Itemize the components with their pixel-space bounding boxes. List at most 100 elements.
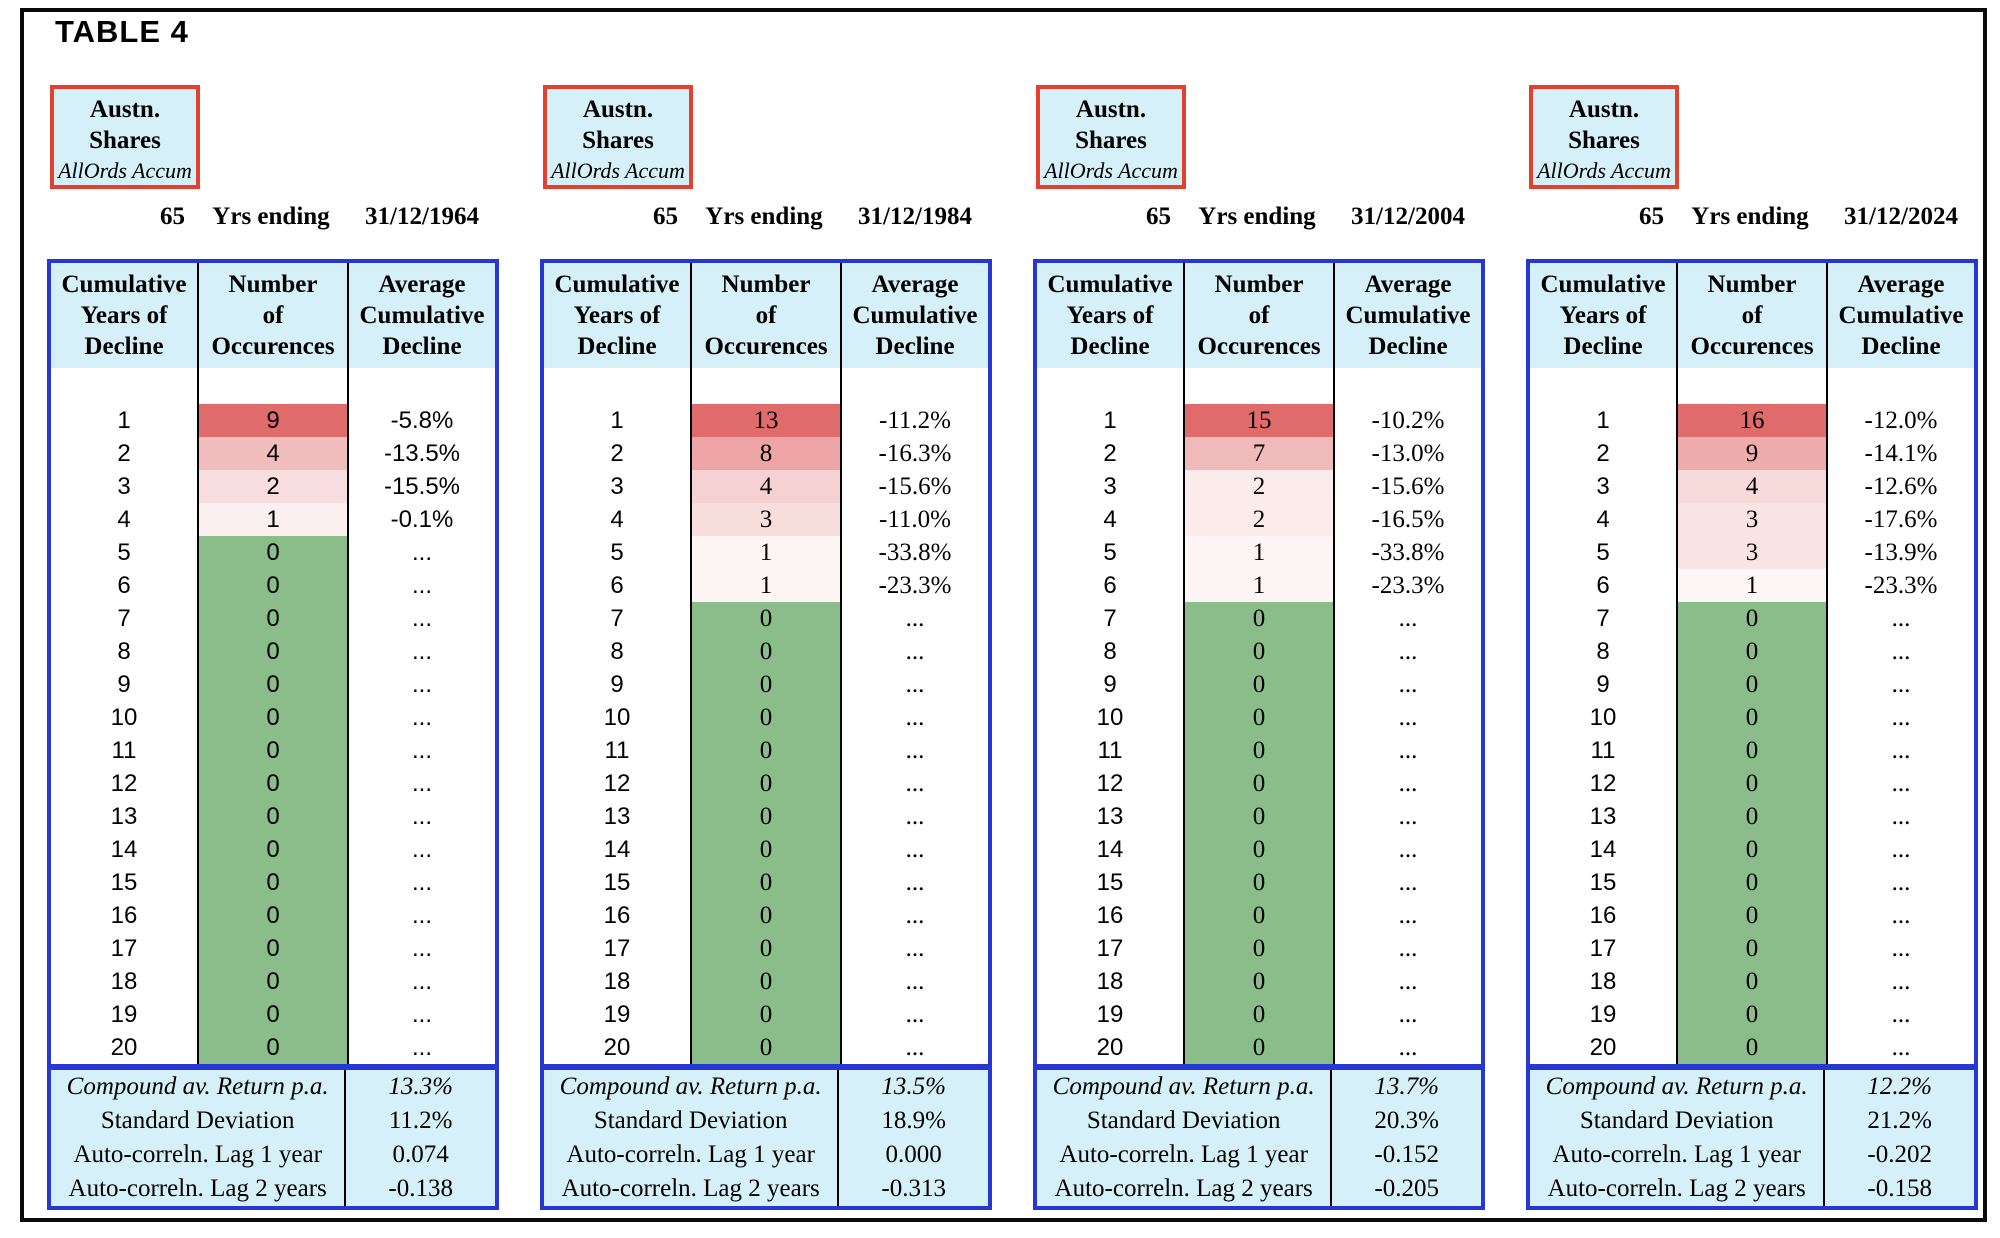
asset-box: Austn. Shares AllOrds Accum [50,85,200,189]
occurrences-cell: 2 [1185,470,1335,503]
period-label: Yrs ending [705,203,823,230]
table-row: 8 0... [51,635,495,668]
occurrences-cell: 0 [1678,899,1828,932]
column-header-line: Number [1214,271,1304,298]
column-header-line: Cumulative [1047,271,1173,298]
years-of-decline-cell: 8 [1037,635,1185,668]
average-decline-cell: -15.6% [878,473,952,500]
average-decline-cell: -13.0% [1371,440,1445,467]
years-of-decline-cell: 18 [1037,965,1185,998]
panels: Austn. Shares AllOrds Accum 65 Yrs endin… [47,85,1978,1210]
column-header-line: Occurences [704,333,828,360]
years-of-decline-cell: 9 [51,668,199,701]
period-label: Yrs ending [1691,203,1809,230]
years-of-decline-cell: 11 [1037,734,1185,767]
occurrences-cell: 8 [692,437,842,470]
occurrences-cell: 1 [1678,569,1828,602]
occurrences-cell: 0 [199,800,349,833]
average-decline-cell: ... [1891,869,1911,896]
decline-table: Cumulative Years of Decline Number of Occuren… [1033,259,1485,1068]
years-of-decline-cell: 1 [544,404,692,437]
average-decline-cell: ... [905,605,925,632]
occurrences-cell: 0 [1678,833,1828,866]
occurrences-cell: 0 [692,800,842,833]
column-header-line: Decline [382,333,462,360]
table-row: 14 0... [1037,833,1481,866]
column-header-line: Decline [1368,333,1448,360]
average-decline-cell: ... [905,1034,925,1061]
average-decline-cell: -12.6% [1864,473,1938,500]
decline-table: Cumulative Years of Decline Number of Occuren… [47,259,499,1068]
column-header-line: Decline [1070,333,1150,360]
summary-value: 20.3% [1374,1107,1439,1134]
column-header-line: Cumulative [554,271,680,298]
years-of-decline-cell: 3 [51,470,199,503]
table-row: 10 0... [1530,701,1974,734]
table-row: 18 0... [1037,965,1481,998]
summary-label: Auto-correln. Lag 2 years [1037,1172,1333,1206]
occurrences-cell: 0 [199,569,349,602]
period-end-date: 31/12/1984 [858,203,972,230]
years-of-decline-cell: 17 [1530,932,1678,965]
average-decline-cell: ... [411,539,432,566]
years-of-decline-cell: 13 [51,800,199,833]
average-decline-cell: ... [411,671,432,698]
occurrences-cell: 2 [1185,503,1335,536]
period-years: 65 [1639,203,1664,230]
column-header-line: Years of [573,302,661,329]
table-row: 5 0... [51,536,495,569]
summary-label: Compound av. Return p.a. [1037,1070,1333,1104]
column-header: Cumulative Years of Decline [544,263,692,368]
summary-label: Auto-correln. Lag 1 year [1037,1138,1333,1172]
years-of-decline-cell: 18 [1530,965,1678,998]
occurrences-cell: 0 [199,536,349,569]
table-row: 16 0... [544,899,988,932]
table-row: 13 0... [51,800,495,833]
years-of-decline-cell: 18 [51,965,199,998]
table-row: 3 4 -15.6% [544,470,988,503]
years-of-decline-cell: 9 [544,668,692,701]
average-decline-cell: ... [411,1034,432,1061]
average-decline-cell: ... [905,803,925,830]
summary-row: Auto-correln. Lag 2 years -0.158 [1530,1172,1974,1206]
period-years: 65 [653,203,678,230]
table-row: 9 0... [51,668,495,701]
table-row: 9 0... [1037,668,1481,701]
column-header-line: Decline [875,333,955,360]
average-decline-cell: ... [411,737,432,764]
table-header-row: Cumulative Years of Decline Number of Occuren… [1530,263,1974,368]
years-of-decline-cell: 15 [51,866,199,899]
summary-value: -0.313 [881,1175,946,1202]
table-row: 4 2 -16.5% [1037,503,1481,536]
table-row: 4 3 -17.6% [1530,503,1974,536]
years-of-decline-cell: 8 [51,635,199,668]
table-body: 1 9 -5.8% 2 4 -13.5% 3 2 -15.5% 4 1 -0.1% 5 0... 6 0...… [51,368,495,1064]
years-of-decline-cell: 6 [1037,569,1185,602]
occurrences-cell: 0 [1185,668,1335,701]
years-of-decline-cell: 17 [1037,932,1185,965]
average-decline-cell: ... [1891,1001,1911,1028]
occurrences-cell: 3 [1678,503,1828,536]
years-of-decline-cell: 6 [1530,569,1678,602]
years-of-decline-cell: 4 [544,503,692,536]
years-of-decline-cell: 2 [1530,437,1678,470]
column-header-line: Decline [84,333,164,360]
average-decline-cell: ... [905,638,925,665]
summary-table: Compound av. Return p.a. 13.5% Standard De… [540,1068,992,1210]
table-row: 7 0... [1530,602,1974,635]
occurrences-cell: 0 [199,734,349,767]
table-row: 20 0... [544,1031,988,1064]
period-panel: Austn. Shares AllOrds Accum 65 Yrs endin… [47,85,499,1210]
occurrences-cell: 7 [1185,437,1335,470]
period-end-date: 31/12/1964 [365,203,479,230]
average-decline-cell: -11.2% [879,407,951,434]
years-of-decline-cell: 6 [544,569,692,602]
years-of-decline-cell: 10 [51,701,199,734]
table-row: 2 7 -13.0% [1037,437,1481,470]
years-of-decline-cell: 12 [1037,767,1185,800]
occurrences-cell: 0 [692,668,842,701]
years-of-decline-cell: 8 [544,635,692,668]
table-row: 4 3 -11.0% [544,503,988,536]
asset-name-line: Shares [1568,127,1640,154]
spacer-cell [349,368,495,404]
